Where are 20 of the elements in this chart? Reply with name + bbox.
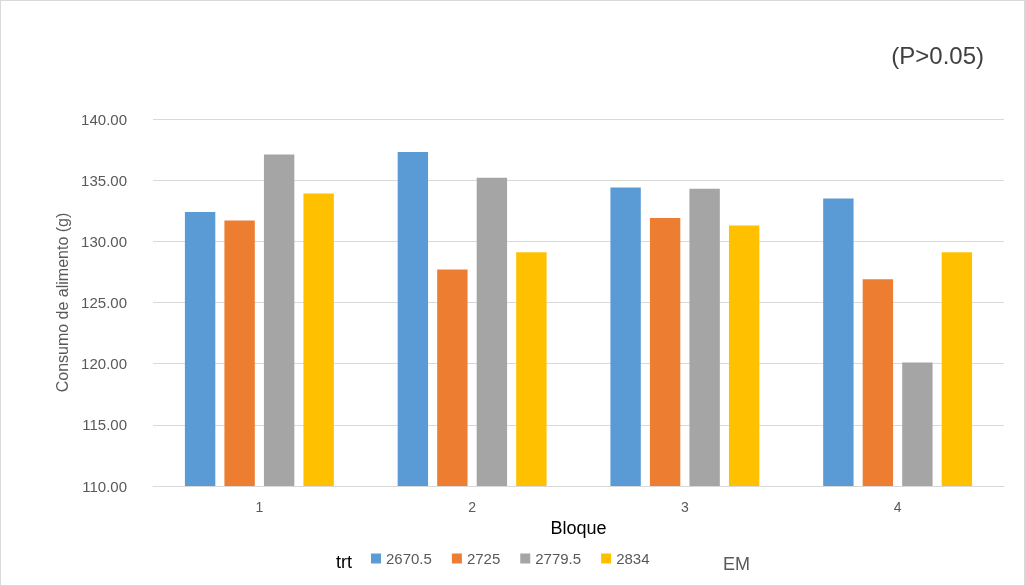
y-axis-title: Consumo de alimento (g) bbox=[53, 212, 71, 393]
y-tick-label: 125.00 bbox=[81, 294, 127, 311]
x-axis-title: Bloque bbox=[550, 517, 607, 538]
x-tick-label: 4 bbox=[893, 499, 902, 515]
x-tick-label: 2 bbox=[468, 499, 477, 515]
x-tick-label: 3 bbox=[680, 499, 689, 515]
y-tick-label: 110.00 bbox=[82, 477, 127, 495]
legend-label: 2670.5 bbox=[386, 550, 432, 567]
y-tick-label: 140.00 bbox=[81, 110, 127, 128]
legend-title: trt bbox=[336, 552, 352, 572]
legend-label: 2779.5 bbox=[535, 550, 582, 567]
text: EM bbox=[723, 554, 750, 574]
y-tick-label: 115.00 bbox=[82, 416, 127, 434]
legend-label: 2834 bbox=[616, 550, 650, 567]
y-tick-label: 130.00 bbox=[81, 232, 127, 250]
x-tick-label: 1 bbox=[255, 499, 264, 515]
y-tick-label: 120.00 bbox=[81, 355, 127, 373]
legend-label: 2725 bbox=[466, 550, 501, 567]
text: (P>0.05) bbox=[891, 41, 984, 69]
y-tick-label: 135.00 bbox=[81, 171, 127, 189]
